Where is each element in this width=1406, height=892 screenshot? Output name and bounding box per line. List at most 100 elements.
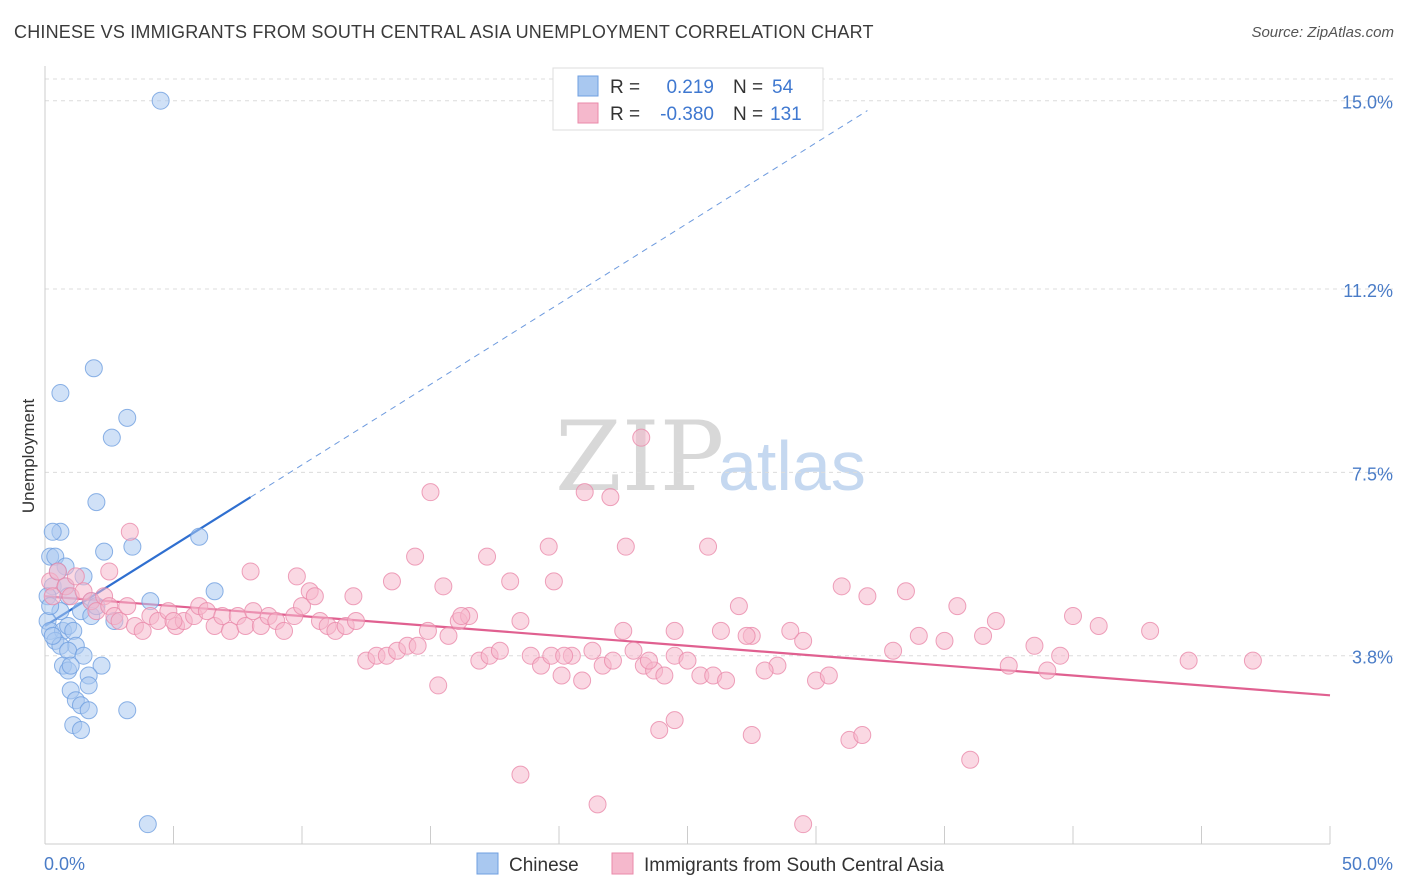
point-chinese	[123, 537, 142, 556]
point-immigrants	[490, 641, 509, 660]
point-immigrants	[858, 587, 877, 606]
bottom-legend-swatch-chinese	[476, 852, 499, 875]
point-immigrants	[344, 587, 363, 606]
legend-n-label: N =	[733, 77, 763, 98]
point-immigrants	[511, 765, 530, 784]
point-immigrants	[884, 641, 903, 660]
point-immigrants	[48, 562, 67, 581]
point-immigrants	[614, 621, 633, 640]
point-immigrants	[974, 626, 993, 645]
point-immigrants	[544, 572, 563, 591]
series-legend: Chinese Immigrants from South Central As…	[476, 852, 944, 876]
point-immigrants	[717, 671, 736, 690]
point-immigrants	[501, 572, 520, 591]
point-immigrants	[573, 671, 592, 690]
point-immigrants	[221, 621, 240, 640]
point-immigrants	[555, 646, 574, 665]
legend-r-value: -0.380	[660, 104, 714, 125]
point-immigrants	[583, 641, 602, 660]
point-immigrants	[66, 567, 85, 586]
point-immigrants	[43, 587, 62, 606]
point-immigrants	[213, 607, 232, 626]
point-immigrants	[1064, 607, 1082, 626]
legend-n-value: 54	[772, 77, 794, 98]
point-chinese	[84, 359, 103, 378]
legend-n-value: 131	[770, 104, 802, 125]
bottom-legend-label-immigrants: Immigrants from South Central Asia	[644, 855, 944, 876]
point-immigrants	[434, 577, 453, 596]
point-immigrants	[729, 597, 748, 616]
point-immigrants	[755, 661, 774, 680]
point-immigrants	[601, 488, 620, 507]
point-immigrants	[100, 562, 119, 581]
point-chinese	[205, 582, 224, 601]
point-chinese	[118, 701, 137, 720]
point-immigrants	[118, 597, 137, 616]
point-immigrants	[650, 721, 669, 740]
point-immigrants	[421, 483, 440, 502]
legend-n-label: N =	[733, 104, 763, 125]
bottom-legend-label-chinese: Chinese	[509, 855, 579, 876]
point-chinese	[74, 646, 93, 665]
point-immigrants	[711, 621, 730, 640]
point-chinese	[102, 428, 121, 447]
y-tick-label: 7.5%	[1352, 464, 1393, 484]
point-immigrants	[819, 666, 838, 685]
point-immigrants	[305, 587, 324, 606]
point-immigrants	[737, 626, 756, 645]
point-immigrants	[120, 522, 139, 541]
point-immigrants	[1051, 646, 1070, 665]
point-immigrants	[511, 612, 530, 631]
point-immigrants	[678, 651, 697, 670]
point-immigrants	[1179, 651, 1198, 670]
stats-legend: R = 0.219 N = 54 R = -0.380 N = 131	[552, 67, 824, 131]
point-chinese	[95, 542, 114, 561]
point-immigrants	[429, 676, 448, 695]
legend-swatch-immigrants	[577, 102, 599, 124]
point-immigrants	[452, 607, 471, 626]
trend-line-chinese-extension	[250, 110, 868, 498]
point-immigrants	[742, 725, 761, 744]
point-chinese	[43, 626, 62, 645]
source-credit: Source: ZipAtlas.com	[1251, 24, 1394, 41]
y-axis-label: Unemployment	[19, 399, 38, 514]
legend-swatch-chinese	[577, 75, 599, 97]
point-chinese	[87, 493, 106, 512]
point-immigrants	[665, 621, 684, 640]
point-immigrants	[616, 537, 635, 556]
point-immigrants	[439, 626, 458, 645]
point-chinese	[190, 527, 209, 546]
legend-r-label: R =	[610, 77, 640, 98]
point-chinese	[79, 701, 98, 720]
point-immigrants	[244, 602, 263, 621]
point-immigrants	[699, 537, 718, 556]
chart-title: CHINESE VS IMMIGRANTS FROM SOUTH CENTRAL…	[14, 22, 874, 42]
point-chinese	[138, 815, 157, 834]
point-immigrants	[408, 636, 427, 655]
point-immigrants	[552, 666, 571, 685]
y-tick-label: 15.0%	[1342, 93, 1393, 113]
point-immigrants	[406, 547, 425, 566]
point-immigrants	[346, 612, 365, 631]
point-immigrants	[1141, 621, 1160, 640]
point-chinese	[151, 91, 170, 110]
point-immigrants	[588, 795, 607, 814]
legend-r-label: R =	[610, 104, 640, 125]
data-points	[38, 91, 1262, 834]
point-immigrants	[1038, 661, 1057, 680]
point-immigrants	[632, 428, 651, 447]
point-chinese	[92, 656, 111, 675]
x-tick-label-left: 0.0%	[44, 854, 85, 874]
point-chinese	[79, 676, 98, 695]
point-immigrants	[1025, 636, 1044, 655]
legend-r-value: 0.219	[666, 77, 714, 98]
point-immigrants	[418, 621, 437, 640]
point-immigrants	[781, 621, 800, 640]
point-immigrants	[287, 567, 306, 586]
point-immigrants	[478, 547, 497, 566]
point-immigrants	[948, 597, 967, 616]
point-chinese	[51, 384, 70, 403]
tick-labels: 3.8% 7.5% 11.2% 15.0% 0.0% 50.0%	[44, 93, 1393, 874]
point-immigrants	[1089, 616, 1108, 635]
point-chinese	[61, 656, 80, 675]
